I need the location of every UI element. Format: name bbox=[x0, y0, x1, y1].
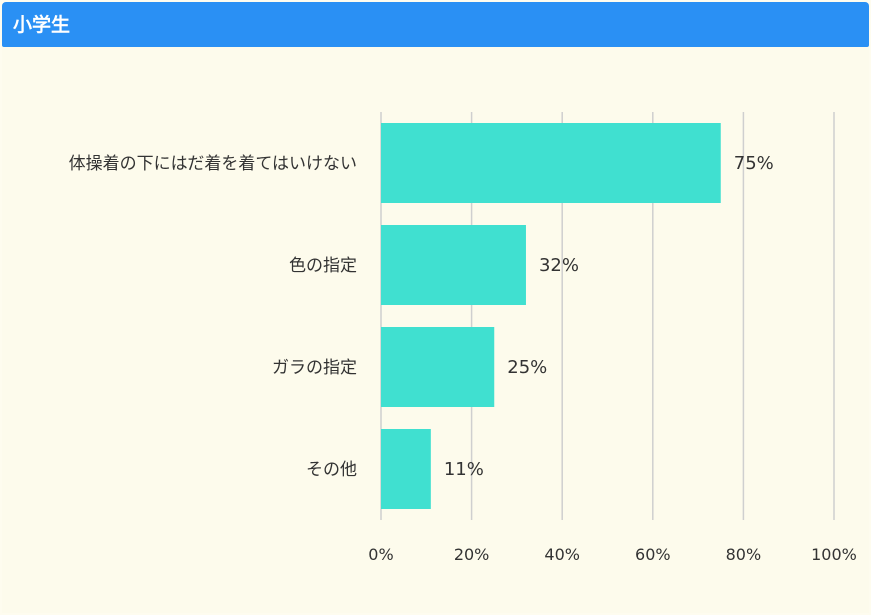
x-tick-label: 60% bbox=[635, 545, 671, 564]
chart-title: 小学生 bbox=[13, 14, 71, 36]
chart-header: 小学生 bbox=[2, 2, 869, 47]
bar bbox=[381, 225, 526, 305]
x-tick-label: 40% bbox=[544, 545, 580, 564]
bar-value-label: 75% bbox=[734, 153, 774, 174]
bar bbox=[381, 327, 495, 407]
bar bbox=[381, 123, 721, 203]
x-tick-label: 80% bbox=[726, 545, 762, 564]
category-label: ガラの指定 bbox=[272, 358, 357, 378]
x-tick-label: 0% bbox=[368, 545, 393, 564]
category-label: 体操着の下にはだ着を着てはいけない bbox=[69, 154, 357, 174]
x-tick-label: 100% bbox=[811, 545, 857, 564]
category-label: その他 bbox=[306, 460, 357, 480]
x-tick-label: 20% bbox=[454, 545, 490, 564]
bar-value-label: 25% bbox=[507, 357, 547, 378]
bar-value-label: 11% bbox=[444, 459, 484, 480]
category-label: 色の指定 bbox=[289, 256, 357, 276]
bar bbox=[381, 429, 431, 509]
bar-value-label: 32% bbox=[539, 255, 579, 276]
